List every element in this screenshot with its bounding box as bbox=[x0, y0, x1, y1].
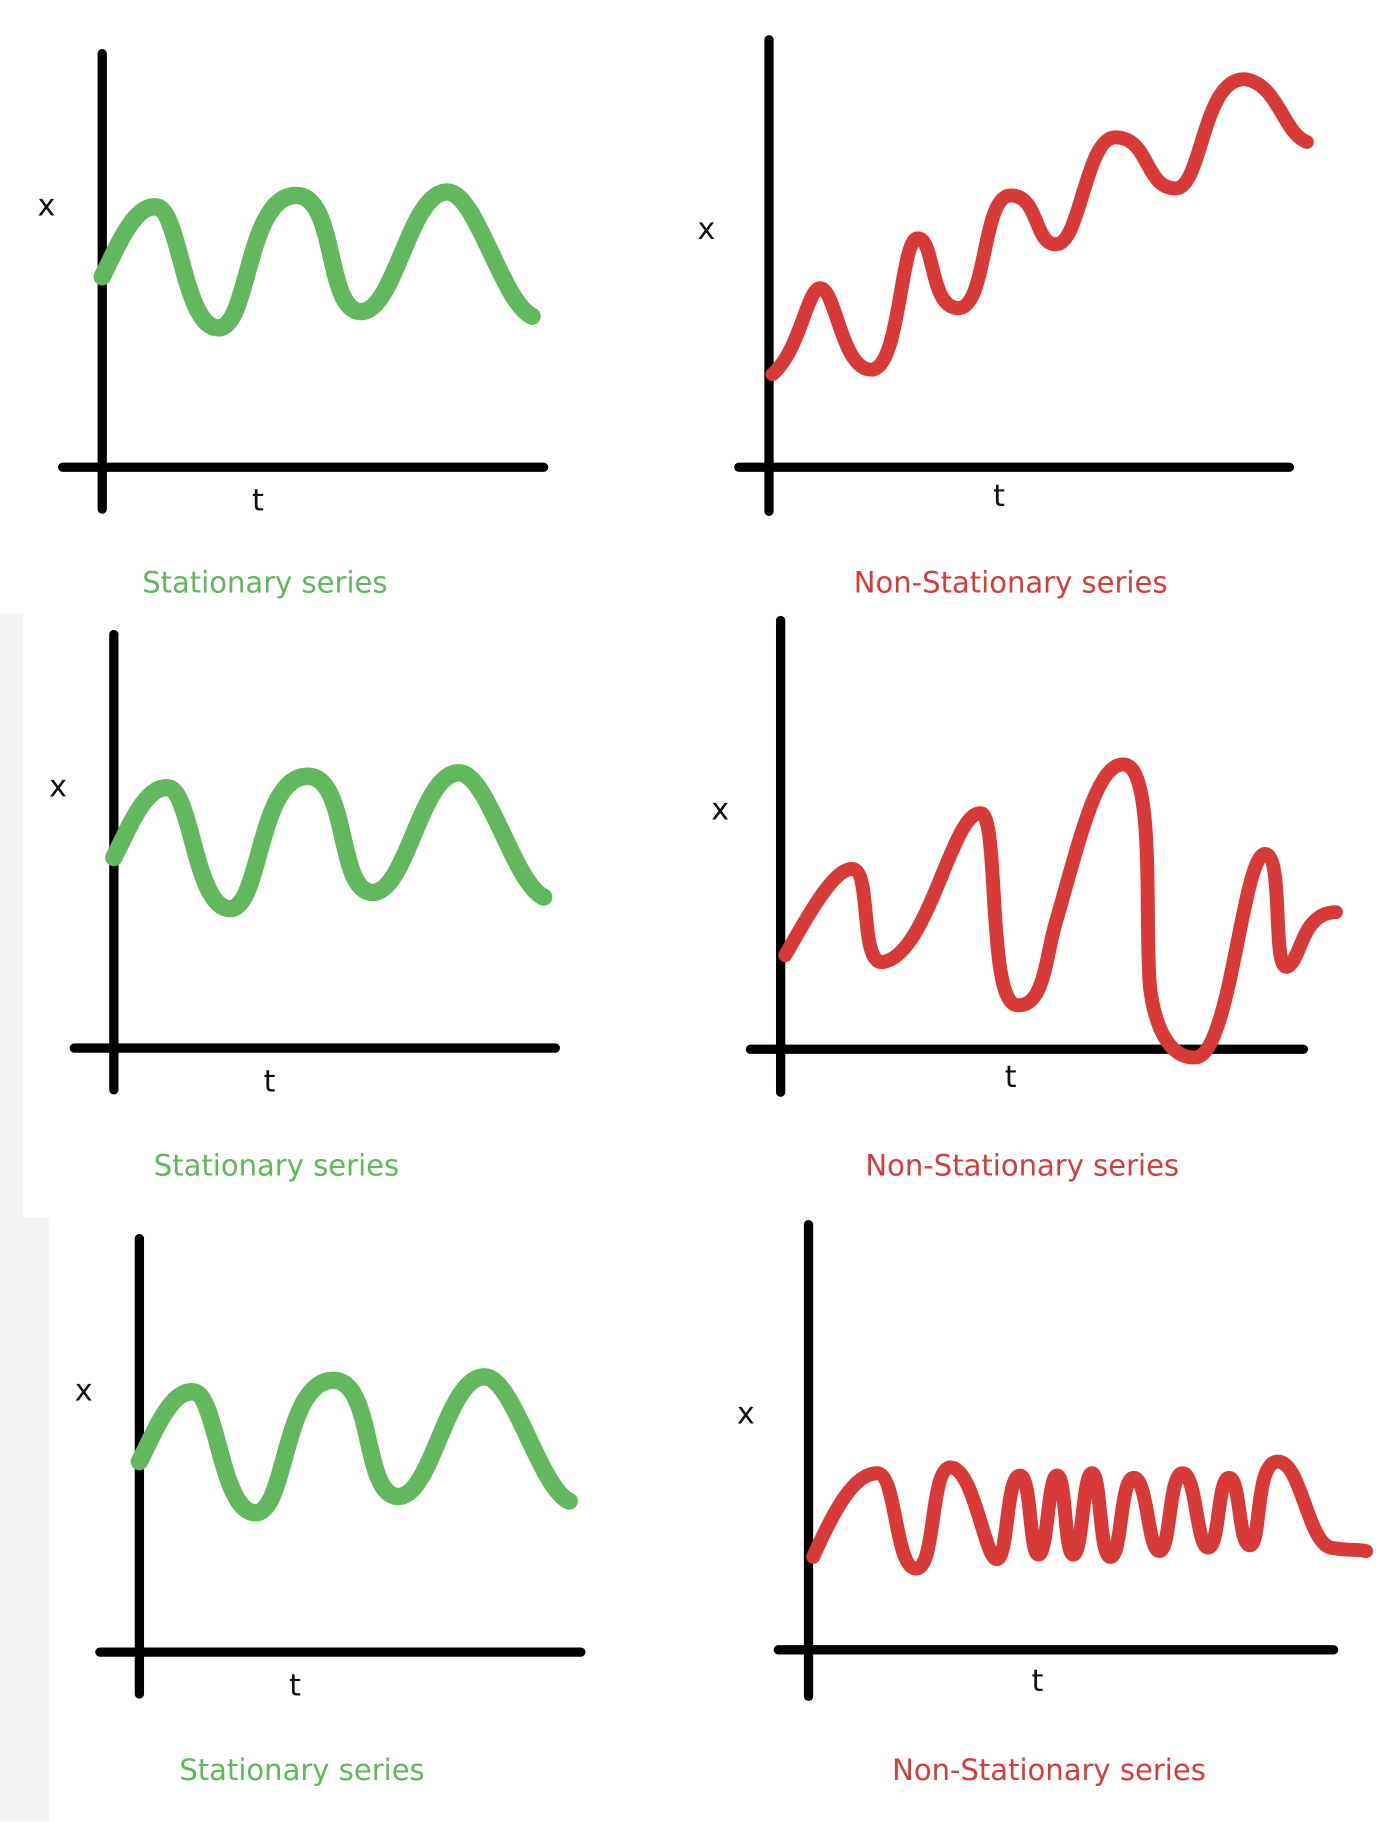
panel: x t Non-Stationary series bbox=[697, 35, 1314, 600]
y-label: x bbox=[711, 793, 729, 828]
panel: x t Stationary series bbox=[38, 49, 549, 600]
caption: Stationary series bbox=[154, 1149, 399, 1183]
x-label: t bbox=[1005, 1060, 1017, 1095]
edge-strip bbox=[0, 613, 24, 1218]
panel: x t Stationary series bbox=[75, 1233, 586, 1787]
panel: x t Non-Stationary series bbox=[737, 1220, 1374, 1787]
panel: x t Stationary series bbox=[49, 629, 560, 1183]
caption: Stationary series bbox=[142, 566, 387, 600]
caption: Non-Stationary series bbox=[865, 1149, 1179, 1183]
y-label: x bbox=[737, 1397, 755, 1432]
y-label: x bbox=[697, 212, 715, 247]
y-label: x bbox=[38, 189, 56, 224]
x-label: t bbox=[264, 1064, 276, 1099]
x-label: t bbox=[289, 1668, 301, 1703]
series-curve bbox=[130, 1368, 578, 1522]
y-label: x bbox=[75, 1373, 93, 1408]
series-curve bbox=[93, 183, 541, 337]
caption: Non-Stationary series bbox=[892, 1753, 1206, 1787]
panel: x t Non-Stationary series bbox=[711, 615, 1343, 1183]
caption: Stationary series bbox=[179, 1753, 424, 1787]
x-label: t bbox=[252, 484, 264, 519]
x-label: t bbox=[1031, 1664, 1043, 1699]
caption: Non-Stationary series bbox=[854, 566, 1168, 600]
y-label: x bbox=[49, 769, 67, 804]
x-label: t bbox=[993, 479, 1005, 514]
series-curve bbox=[765, 72, 1314, 382]
edge-strip bbox=[0, 1217, 49, 1822]
series-curve bbox=[105, 764, 553, 918]
series-curve bbox=[778, 757, 1343, 1065]
series-curve bbox=[806, 1454, 1374, 1576]
